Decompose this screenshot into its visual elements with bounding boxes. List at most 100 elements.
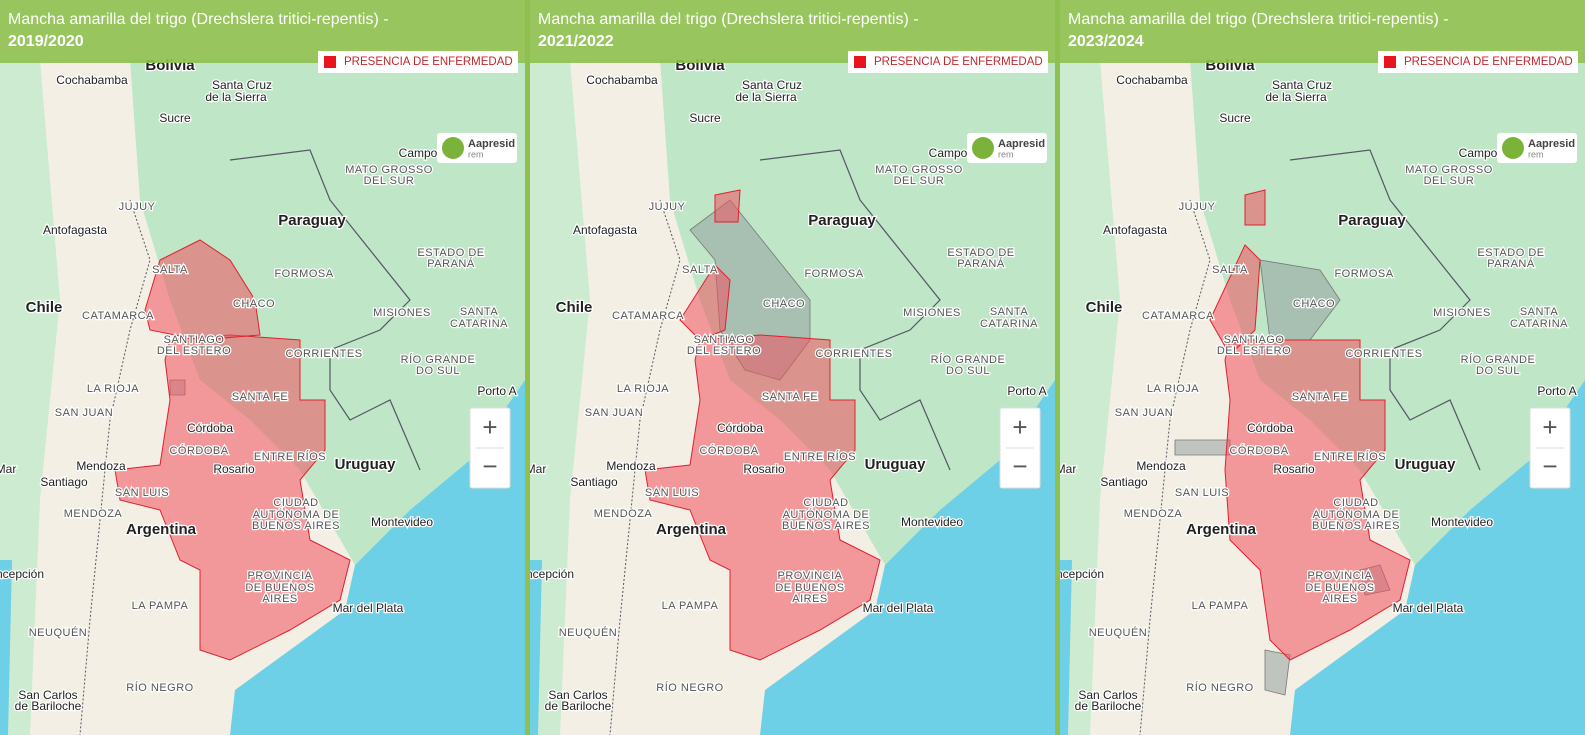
map-label: SANTA bbox=[990, 306, 1029, 318]
map-label: Mar bbox=[1060, 462, 1076, 476]
map-label: CATAMARCA bbox=[82, 310, 154, 322]
map-label: RÍO GRANDE bbox=[1461, 353, 1536, 366]
zoom-out[interactable]: − bbox=[482, 451, 497, 481]
map-label: MATO GROSSO bbox=[1405, 164, 1493, 176]
map-label: Paraguay bbox=[278, 212, 346, 229]
zoom-out[interactable]: − bbox=[1542, 451, 1557, 481]
zoom-in[interactable]: + bbox=[1542, 412, 1557, 442]
map-label: Sucre bbox=[689, 111, 721, 125]
map-label: CATARINA bbox=[1510, 318, 1568, 330]
disease-region bbox=[644, 334, 881, 661]
legend-box bbox=[318, 51, 518, 73]
map-label: Mar bbox=[530, 462, 546, 476]
map-label: Cochabamba bbox=[56, 73, 128, 87]
map-label: Mendoza bbox=[606, 459, 656, 473]
map-label: SAN JUAN bbox=[1115, 407, 1173, 419]
map-label: Mar bbox=[0, 462, 16, 476]
zoom-in[interactable]: + bbox=[1012, 412, 1027, 442]
map-label: SAN LUIS bbox=[115, 487, 169, 499]
map-label: SANTA bbox=[1520, 306, 1559, 318]
map-label: MATO GROSSO bbox=[875, 164, 963, 176]
map-label: Córdoba bbox=[1247, 421, 1293, 435]
map-label: San Carlos bbox=[548, 688, 607, 702]
map-label: MISIONES bbox=[373, 307, 431, 319]
map-label: Cochabamba bbox=[1116, 73, 1188, 87]
map-label: LA PAMPA bbox=[662, 600, 719, 612]
legend-label: PRESENCIA DE ENFERMEDAD bbox=[344, 56, 513, 68]
map-label: San Carlos bbox=[18, 688, 77, 702]
disease-region bbox=[714, 189, 741, 223]
map-label: BUENOS AIRES bbox=[252, 520, 340, 532]
vegetation bbox=[0, 60, 60, 735]
map-label: RÍO GRANDE bbox=[401, 353, 476, 366]
map-label: ENTRE RÍOS bbox=[784, 450, 856, 463]
map-label: SAN LUIS bbox=[1175, 487, 1229, 499]
map-label: DEL ESTERO bbox=[687, 345, 761, 357]
map-label: DEL SUR bbox=[1424, 175, 1475, 187]
map-label: Campo bbox=[929, 146, 968, 160]
border bbox=[759, 149, 951, 471]
disease-region bbox=[144, 239, 261, 341]
map-label: ESTADO DE bbox=[947, 247, 1014, 259]
map-label: Santiago bbox=[40, 475, 88, 489]
region-gray bbox=[1264, 649, 1291, 696]
zoom-out[interactable]: − bbox=[1012, 451, 1027, 481]
legend-box bbox=[848, 51, 1048, 73]
map-label: AIRES bbox=[792, 593, 828, 605]
logo-name: Aapresid bbox=[468, 138, 515, 150]
legend-label: PRESENCIA DE ENFERMEDAD bbox=[874, 56, 1043, 68]
ocean bbox=[0, 560, 12, 735]
map-label: Montevideo bbox=[1431, 515, 1493, 529]
map-label: Porto A bbox=[477, 384, 516, 398]
map-label: SANTA FE bbox=[1292, 391, 1348, 403]
map-label: CATAMARCA bbox=[612, 310, 684, 322]
map-label: JUJUY bbox=[649, 201, 686, 213]
map-label: SANTA FE bbox=[762, 391, 818, 403]
map-label: Paraguay bbox=[1338, 212, 1406, 229]
period: 2021/2022 bbox=[538, 33, 614, 50]
disease-region bbox=[1224, 339, 1411, 661]
map-label: Córdoba bbox=[187, 421, 233, 435]
vegetation bbox=[1060, 60, 1120, 735]
map-label: Argentina bbox=[656, 521, 727, 538]
map-label: Campo bbox=[1459, 146, 1498, 160]
map-label: PROVINCIA bbox=[777, 570, 842, 582]
logo-sub: rem bbox=[468, 149, 484, 159]
map-label: LA RIOJA bbox=[617, 383, 669, 395]
map-label: CIUDAD bbox=[1333, 497, 1378, 509]
zoom-in[interactable]: + bbox=[482, 412, 497, 442]
map-label: Santa Cruz bbox=[742, 78, 802, 92]
map-label: Rosario bbox=[213, 462, 255, 476]
map-label: Uruguay bbox=[1395, 456, 1457, 473]
map-label: MENDOZA bbox=[594, 508, 653, 520]
ocean bbox=[1290, 380, 1585, 735]
map-label: de la Sierra bbox=[205, 90, 267, 104]
map-label: ESTADO DE bbox=[1477, 247, 1544, 259]
logo-icon bbox=[1502, 137, 1524, 159]
map-label: DE BUENOS bbox=[775, 582, 844, 594]
map-label: AIRES bbox=[262, 593, 298, 605]
map-label: CATAMARCA bbox=[1142, 310, 1214, 322]
logo-name: Aapresid bbox=[998, 138, 1045, 150]
legend-box bbox=[1378, 51, 1578, 73]
region-gray bbox=[1174, 439, 1231, 456]
map-label: San Carlos bbox=[1078, 688, 1137, 702]
map-label: PROVINCIA bbox=[247, 570, 312, 582]
ocean bbox=[230, 380, 525, 735]
map-label: ncepción bbox=[530, 567, 574, 581]
map-label: CHACO bbox=[233, 298, 275, 310]
map-label: DO SUL bbox=[946, 365, 990, 377]
map-label: DE BUENOS bbox=[1305, 582, 1374, 594]
map-label: SANTIAGO bbox=[1224, 334, 1285, 346]
map-label: RÍO GRANDE bbox=[931, 353, 1006, 366]
map-label: CIUDAD bbox=[803, 497, 848, 509]
map-label: Uruguay bbox=[865, 456, 927, 473]
vegetation bbox=[530, 60, 590, 735]
map-label: Antofagasta bbox=[1103, 223, 1167, 237]
map-label: RÍO NEGRO bbox=[1186, 681, 1253, 694]
map-label: RÍO NEGRO bbox=[126, 681, 193, 694]
